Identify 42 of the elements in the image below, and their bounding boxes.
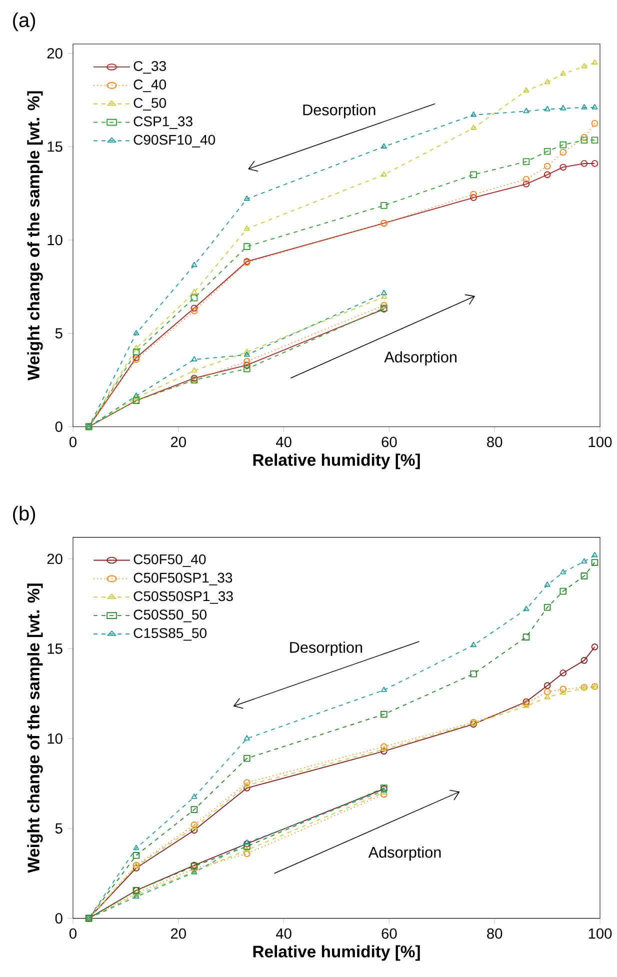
- legend-label: C50S50_50: [134, 610, 206, 622]
- x-tick-label: 40: [276, 436, 292, 448]
- x-axis-title: Relative humidity [%]: [253, 945, 420, 961]
- chart-title: (a): [13, 12, 36, 32]
- legend-label: C_40: [134, 80, 166, 92]
- legend-label: C15S85_50: [134, 628, 206, 641]
- annotation: Adsorption: [368, 846, 441, 861]
- x-tick-label: 20: [170, 928, 186, 939]
- legend-label: CSP1_33: [134, 116, 192, 129]
- y-tick-label: 15: [48, 644, 62, 654]
- legend-label: C50F50_40: [134, 554, 206, 567]
- y-tick-label: 10: [48, 234, 62, 246]
- annotation: Desorption: [290, 642, 362, 656]
- y-tick-label: 10: [48, 733, 62, 744]
- legend-label: C50S50SP1_33: [134, 591, 233, 604]
- legend-label: C90SF10_40: [134, 134, 216, 148]
- x-tick-label: 60: [382, 436, 397, 448]
- x-tick-label: 80: [487, 928, 502, 939]
- legend-label: C50F50SP1_33: [134, 572, 232, 586]
- y-tick-label: 5: [55, 823, 62, 834]
- y-tick-label: 15: [48, 142, 62, 152]
- x-axis-title: Relative humidity [%]: [253, 454, 420, 470]
- y-tick-label: 20: [47, 48, 62, 59]
- y-tick-label: 0: [55, 422, 62, 432]
- y-axis-title: Weight change of the sample [wt. %]: [27, 584, 43, 873]
- x-tick-label: 100: [588, 436, 612, 448]
- y-tick-label: 5: [55, 328, 62, 338]
- x-tick-label: 60: [382, 928, 397, 939]
- legend-label: C_50: [134, 98, 166, 111]
- y-axis-title: Weight change of the sample [wt. %]: [27, 91, 43, 380]
- chart-title: (b): [13, 506, 36, 525]
- y-tick-label: 0: [55, 913, 62, 924]
- annotation: Adsorption: [384, 351, 456, 366]
- x-tick-label: 0: [69, 436, 76, 448]
- x-tick-label: 20: [170, 436, 186, 448]
- legend-label: C_33: [134, 61, 166, 74]
- x-tick-label: 40: [276, 928, 292, 939]
- annotation: Desorption: [303, 104, 376, 118]
- x-tick-label: 100: [588, 928, 612, 939]
- x-tick-label: 0: [69, 928, 76, 939]
- y-tick-label: 20: [47, 554, 62, 564]
- x-tick-label: 80: [487, 436, 502, 448]
